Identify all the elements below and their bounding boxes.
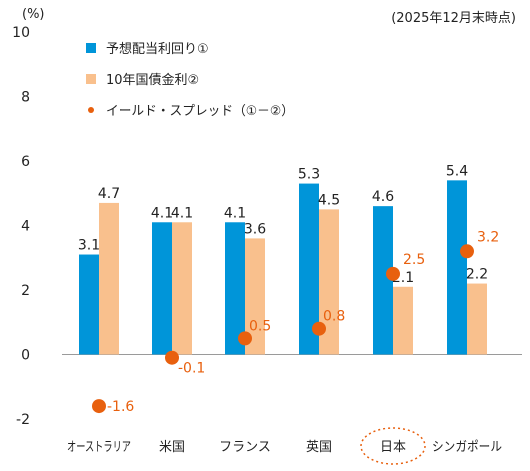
spread-dot [92,399,106,414]
x-axis-labels: オーストラリア 米国 フランス 英国 日本 シンガポール [67,427,502,465]
y-tick-label: 6 [21,154,30,170]
x-category-label: 英国 [306,440,332,455]
legend: 予想配当利回り① 10年国債金利② イールド・スプレッド（①－②） [86,41,294,119]
bar-value-label: 4.7 [98,186,120,202]
bar-value-label: 4.5 [318,192,340,208]
y-axis: -2 0 2 4 6 8 10 [12,25,522,428]
bar-dividend-yield [447,180,467,355]
bar-bond-yield [245,238,265,355]
y-tick-label: 0 [21,348,30,364]
bar-value-label: 4.1 [224,205,246,221]
spread-value-label: -1.6 [107,399,134,415]
y-axis-unit-label: (%) [22,7,45,22]
bar-value-label: 4.1 [171,205,193,221]
highlight-circle [360,427,426,465]
bar-value-label: 4.6 [372,189,394,205]
spread-value-label: 0.8 [323,309,345,325]
bar-dividend-yield [299,183,319,355]
bar-bond-yield [99,202,119,355]
spread-value-label: 2.5 [403,252,425,268]
x-category-label: シンガポール [432,440,502,455]
y-tick-label: 4 [21,219,30,235]
spread-dot [165,350,179,365]
y-tick-label: -2 [16,412,30,428]
y-tick-label: 8 [21,90,30,106]
bar-value-label: 5.4 [446,163,468,179]
x-category-label: 米国 [159,440,185,455]
bar-dividend-yield [79,254,99,355]
as-of-date-note: (2025年12月末時点) [391,11,516,26]
bar-value-label: 3.1 [78,238,100,254]
spread-value-label: 3.2 [477,229,499,245]
y-tick-label: 10 [12,25,30,41]
spread-dot [238,331,252,346]
legend-swatch [86,74,96,84]
spread-dot [312,321,326,336]
spread-dot [460,244,474,259]
x-category-label: 日本 [380,440,406,455]
bar-series-layer: 3.14.1 4.15.34.65.44.74.13.64.52.1 2.2 [78,163,488,355]
bar-dividend-yield [373,206,393,355]
legend-label: イールド・スプレッド（①－②） [106,104,294,119]
bar-value-label: 5.3 [298,167,320,183]
bar-bond-yield [467,283,487,355]
bar-dividend-yield [152,222,172,355]
bar-bond-yield [393,286,413,355]
bar-value-label: 3.6 [244,221,266,237]
spread-dot [386,266,400,281]
bar-value-label: 2.2 [466,267,488,283]
legend-label: 予想配当利回り① [106,41,209,57]
legend-swatch [86,43,96,53]
bar-bond-yield [172,222,192,355]
spread-value-label: -0.1 [178,361,205,377]
spread-value-label: 0.5 [249,318,271,334]
bar-bond-yield [319,209,339,355]
legend-dot [88,107,94,113]
legend-label: 10年国債金利② [106,72,199,88]
x-category-label: オーストラリア [67,440,131,455]
bar-value-label: 4.1 [151,205,173,221]
y-tick-label: 2 [21,283,30,299]
bar-dividend-yield [225,222,245,355]
spread-dot-layer: -1.6 -0.1 0.5 0.8 2.5 3.2 [92,229,499,415]
x-category-label: フランス [219,440,271,455]
